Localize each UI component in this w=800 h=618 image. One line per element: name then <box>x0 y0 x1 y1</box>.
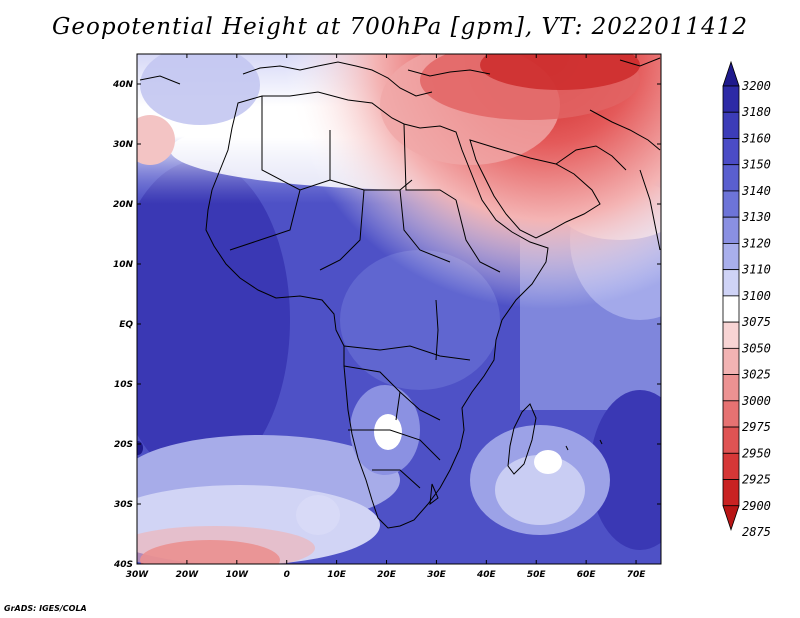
x-tick-label: 20E <box>377 570 397 580</box>
colorbar-label: 2925 <box>742 473 771 487</box>
colorbar-swatch <box>722 164 740 192</box>
colorbar-label: 3150 <box>741 158 771 172</box>
colorbar-max-arrow <box>722 60 740 87</box>
colorbar-label: 3130 <box>741 210 771 224</box>
colorbar-label: 2875 <box>742 525 771 539</box>
colorbar-swatch <box>722 269 740 297</box>
x-tick-label: 0 <box>284 570 290 580</box>
coastlines <box>139 57 661 529</box>
colorbar-swatch <box>722 85 740 113</box>
colorbar-label: 2900 <box>742 499 771 513</box>
grads-credit: GrADS: IGES/COLA <box>4 604 87 613</box>
map-frame <box>136 53 662 565</box>
y-tick-label: 40N <box>112 80 134 90</box>
colorbar-label: 3180 <box>741 105 771 119</box>
x-tick-label: 30E <box>427 570 447 580</box>
colorbar-swatch <box>722 321 740 349</box>
y-tick-label: 20S <box>114 440 133 450</box>
chart-title: Geopotential Height at 700hPa [gpm], VT:… <box>52 14 748 40</box>
axis-ticks: 30W 20W 10W 0 10E 20E 30E 40E 50E 60E 70E 40N 30N 20N… <box>112 54 661 580</box>
x-tick-label: 20W <box>176 570 200 580</box>
colorbar-swatch <box>722 479 740 507</box>
colorbar: 3200 3180 3160 3150 3140 3130 3120 3110 3100 3075… <box>722 60 771 539</box>
y-tick-label: 10S <box>114 380 133 390</box>
colorbar-label: 3160 <box>741 131 771 145</box>
colorbar-label: 3100 <box>741 289 771 303</box>
x-tick-label: 70E <box>627 570 647 580</box>
colorbar-swatch <box>722 216 740 244</box>
colorbar-label: 3025 <box>741 368 771 382</box>
colorbar-swatch <box>722 138 740 166</box>
colorbar-swatch <box>722 190 740 218</box>
colorbar-swatch <box>722 111 740 139</box>
y-tick-label: EQ <box>119 320 133 330</box>
colorbar-swatch <box>722 426 740 454</box>
colorbar-label: 2950 <box>742 446 771 460</box>
colorbar-label: 3075 <box>741 315 771 329</box>
x-tick-label: 10E <box>327 570 347 580</box>
y-tick-label: 10N <box>113 260 134 270</box>
colorbar-label: 3120 <box>741 236 771 250</box>
y-tick-label: 30S <box>114 500 133 510</box>
colorbar-swatch <box>722 243 740 271</box>
y-tick-label: 30N <box>113 140 134 150</box>
colorbar-swatch <box>722 452 740 480</box>
colorbar-swatch <box>722 347 740 375</box>
colorbar-swatch <box>722 400 740 428</box>
colorbar-swatch <box>722 295 740 323</box>
height-field <box>137 54 661 564</box>
x-tick-label: 60E <box>577 570 597 580</box>
x-tick-label: 30W <box>126 570 150 580</box>
x-tick-label: 40E <box>476 570 497 580</box>
y-tick-label: 20N <box>113 200 134 210</box>
colorbar-label: 3200 <box>741 79 771 93</box>
y-tick-label: 40S <box>113 560 133 570</box>
colorbar-label: 3050 <box>741 341 771 355</box>
colorbar-min-arrow <box>722 505 740 532</box>
colorbar-swatch <box>722 374 740 402</box>
colorbar-label: 3140 <box>741 184 771 198</box>
x-tick-label: 10W <box>226 570 250 580</box>
colorbar-label: 3000 <box>741 394 771 408</box>
colorbar-label: 2975 <box>742 420 771 434</box>
colorbar-label: 3110 <box>741 263 771 277</box>
x-tick-label: 50E <box>527 570 547 580</box>
